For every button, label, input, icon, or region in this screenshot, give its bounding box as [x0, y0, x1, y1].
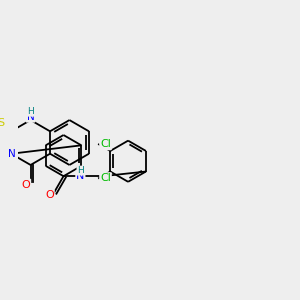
Text: S: S	[0, 118, 5, 128]
Text: Cl: Cl	[100, 173, 111, 183]
Text: N: N	[8, 149, 16, 159]
Text: H: H	[77, 166, 84, 175]
Text: O: O	[22, 180, 30, 190]
Text: O: O	[45, 190, 54, 200]
Text: N: N	[76, 171, 85, 181]
Text: H: H	[27, 107, 34, 116]
Text: N: N	[27, 112, 34, 122]
Text: Cl: Cl	[100, 140, 111, 149]
